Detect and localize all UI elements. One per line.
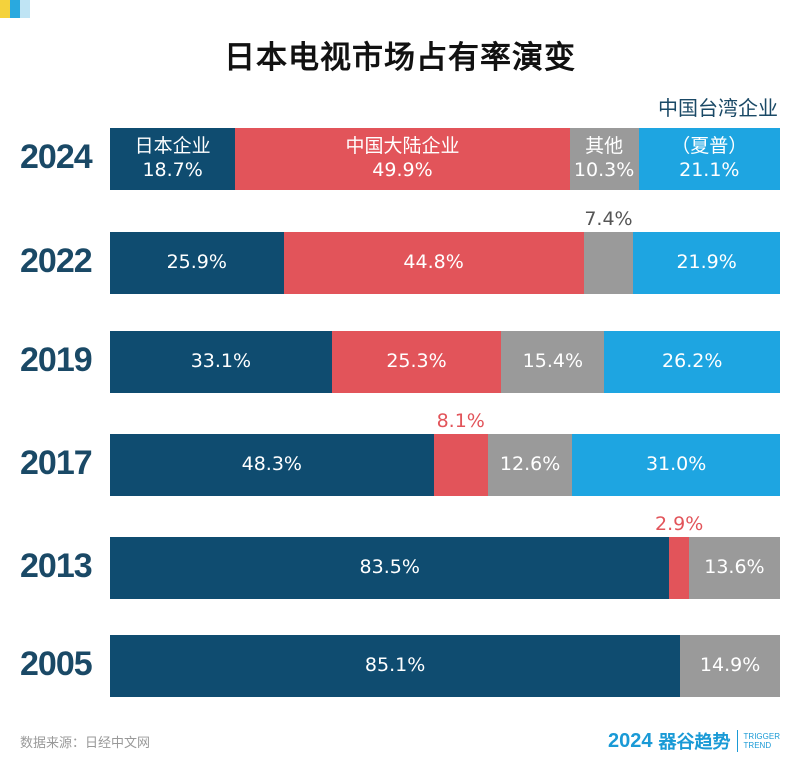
data-label-wrap: 日本企业 18.7% — [110, 128, 235, 190]
bar-row-2005: 85.1% 14.9% — [110, 635, 780, 697]
bar-segment-taiwan: 31.0% — [572, 434, 780, 496]
data-label: 31.0% — [645, 453, 707, 476]
brand-en-line2: TREND — [743, 741, 772, 750]
data-label: 26.2% — [662, 350, 723, 373]
data-label-wrap: 15.4% — [501, 331, 604, 393]
bar-segment-taiwan: 21.9% — [633, 232, 780, 294]
data-label: 14.9% — [699, 654, 761, 677]
data-label: 33.1% — [190, 350, 252, 373]
year-label: 2005 — [20, 645, 93, 683]
data-label: 8.1% — [436, 410, 485, 432]
data-label: 83.5% — [359, 556, 420, 579]
data-label-wrap: 14.9% — [680, 635, 780, 697]
brand-logo: 2024 器谷趋势 TRIGGER TREND — [608, 728, 780, 754]
data-label-wrap: 33.1% — [110, 331, 332, 393]
bar-segment-japan: 25.9% — [110, 232, 284, 294]
brand-name: 器谷趋势 — [658, 732, 731, 753]
bar-segment-other: 14.9% — [680, 635, 780, 697]
bar-segment-japan: 33.1% — [110, 331, 332, 393]
bar-row-2019: 33.1% 25.3% 15.4% 26.2% — [110, 331, 780, 393]
year-label: 2019 — [20, 341, 93, 379]
year-label: 2024 — [20, 138, 93, 176]
bar-segment-japan: 85.1% — [110, 635, 681, 697]
legend-label: （夏普） — [671, 135, 748, 158]
bar-segment-other: 12.6% — [487, 434, 573, 496]
data-label: 85.1% — [364, 654, 426, 677]
bar-row-2022: 25.9% 44.8% 21.9% — [110, 232, 780, 294]
bar-segment-japan: 83.5% — [110, 537, 670, 599]
data-label-wrap: 44.8% — [284, 232, 584, 294]
data-label-wrap: 12.6% — [488, 434, 572, 496]
data-label-wrap: 85.1% — [110, 635, 680, 697]
legend-label: 中国大陆企业 — [345, 135, 460, 158]
bar-segment-other: 其他 10.3% — [569, 128, 639, 190]
bar-segment-china — [669, 537, 689, 599]
data-label-wrap: 31.0% — [572, 434, 780, 496]
bar-segment-japan: 日本企业 18.7% — [110, 128, 236, 190]
data-label-wrap: 21.9% — [633, 232, 780, 294]
brand-english: TRIGGER TREND — [744, 732, 780, 750]
bar-segment-other: 13.6% — [688, 537, 780, 599]
data-label: 25.3% — [386, 350, 447, 373]
data-label-wrap: 其他 10.3% — [570, 128, 639, 190]
data-label-wrap: 13.6% — [689, 537, 780, 599]
data-label-wrap: 中国大陆企业 49.9% — [235, 128, 569, 190]
data-label: 7.4% — [584, 208, 633, 230]
data-label: 15.4% — [522, 350, 584, 373]
data-label: 10.3% — [573, 159, 635, 181]
bar-segment-taiwan: 26.2% — [604, 331, 780, 393]
legend-label: 日本企业 — [134, 135, 211, 158]
data-label: 25.9% — [166, 251, 227, 274]
data-label-wrap: 25.9% — [110, 232, 284, 294]
data-label: 44.8% — [403, 251, 464, 274]
year-label: 2013 — [20, 547, 93, 585]
bar-row-2024: 日本企业 18.7% 中国大陆企业 49.9% 其他 10.3% （夏普） 21.1% — [110, 128, 780, 190]
bar-segment-china: 44.8% — [283, 232, 584, 294]
data-label: 12.6% — [499, 453, 561, 476]
data-source: 数据来源：日经中文网 — [20, 736, 151, 751]
data-label: 49.9% — [372, 159, 433, 181]
bar-segment-china: 25.3% — [331, 331, 502, 393]
bar-segment-china: 中国大陆企业 49.9% — [235, 128, 570, 190]
brand-year: 2024 — [608, 729, 653, 752]
brand-en-line1: TRIGGER — [743, 732, 780, 741]
data-label-wrap: 83.5% — [110, 537, 669, 599]
data-label-wrap: 48.3% — [110, 434, 434, 496]
legend-label: 其他 — [585, 135, 624, 158]
data-label: 2.9% — [655, 513, 704, 535]
legend-taiwan-label: 中国台湾企业 — [658, 96, 778, 120]
bar-row-2017: 48.3% 12.6% 31.0% — [110, 434, 780, 496]
chart-title: 日本电视市场占有率演变 — [224, 40, 576, 76]
brand-divider — [736, 730, 738, 752]
year-label: 2017 — [20, 444, 93, 482]
data-label-wrap: 26.2% — [604, 331, 780, 393]
year-label: 2022 — [20, 242, 93, 280]
bar-segment-other: 15.4% — [501, 331, 605, 393]
bar-row-2013: 83.5% 13.6% — [110, 537, 780, 599]
bar-segment-japan: 48.3% — [110, 434, 434, 496]
data-label: 21.9% — [676, 251, 737, 274]
data-label: 21.1% — [679, 159, 740, 181]
corner-accent — [0, 0, 30, 18]
data-label: 13.6% — [704, 556, 765, 579]
data-label-wrap: （夏普） 21.1% — [639, 128, 780, 190]
bar-segment-taiwan: （夏普） 21.1% — [638, 128, 780, 190]
bar-segment-china — [433, 434, 488, 496]
bar-segment-other — [583, 232, 634, 294]
data-label: 18.7% — [142, 159, 203, 181]
data-label-wrap: 25.3% — [332, 331, 502, 393]
data-label: 48.3% — [241, 453, 302, 476]
